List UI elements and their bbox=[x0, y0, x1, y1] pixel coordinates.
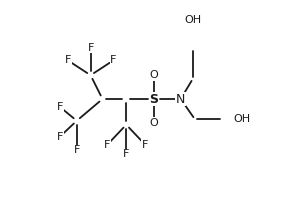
Text: OH: OH bbox=[184, 15, 201, 25]
Text: O: O bbox=[149, 70, 158, 80]
Text: F: F bbox=[110, 55, 117, 65]
Text: F: F bbox=[57, 132, 63, 142]
Text: F: F bbox=[142, 140, 148, 149]
Text: O: O bbox=[149, 118, 158, 128]
Text: F: F bbox=[74, 146, 80, 155]
Text: F: F bbox=[104, 140, 111, 149]
Text: F: F bbox=[57, 102, 63, 112]
Text: OH: OH bbox=[233, 114, 251, 124]
Text: F: F bbox=[65, 55, 71, 65]
Text: N: N bbox=[176, 92, 185, 106]
Text: F: F bbox=[87, 43, 94, 52]
Text: S: S bbox=[149, 92, 159, 106]
Text: F: F bbox=[123, 149, 130, 159]
